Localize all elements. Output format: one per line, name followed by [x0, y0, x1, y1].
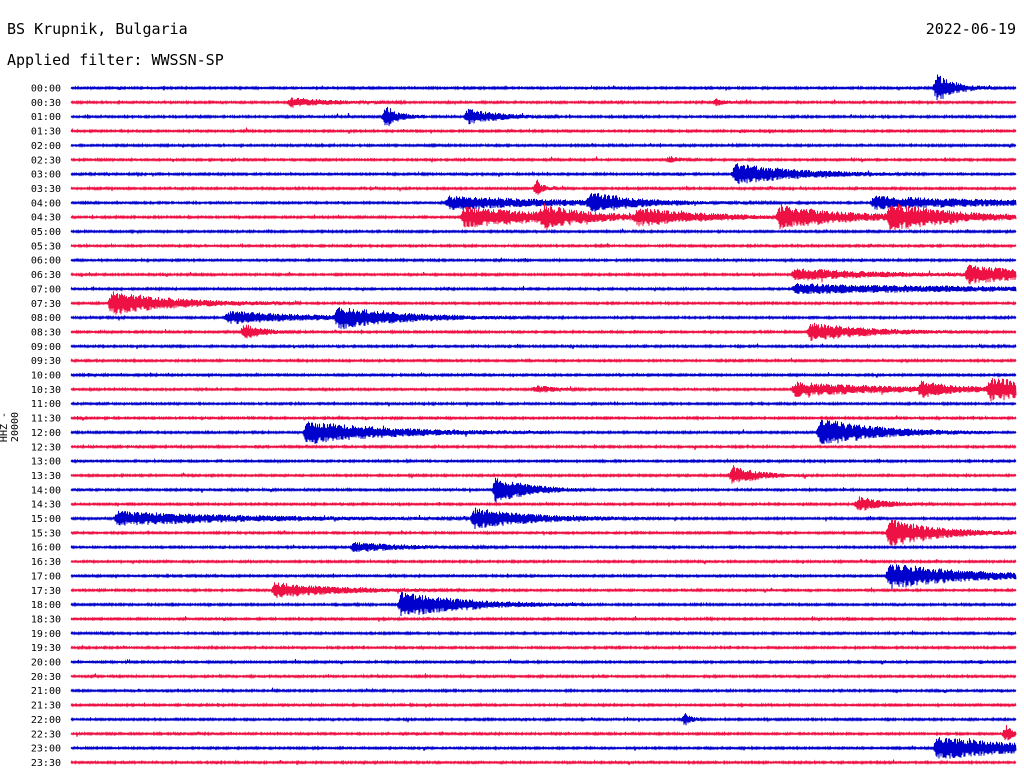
time-label: 00:00 — [31, 84, 61, 95]
time-label-column: 00:00 00:30 01:00 01:30 02:00 02:30 03:00 03:30… — [31, 84, 61, 769]
time-label: 02:30 — [31, 155, 61, 166]
trace-line — [70, 179, 1017, 195]
time-label: 12:30 — [31, 442, 61, 453]
time-label: 07:00 — [31, 284, 61, 295]
time-label: 22:30 — [31, 729, 61, 740]
time-label: 04:30 — [31, 213, 61, 224]
trace-line — [70, 724, 1017, 741]
time-label: 12:00 — [31, 428, 61, 439]
time-label: 03:30 — [31, 184, 61, 195]
time-label: 08:30 — [31, 327, 61, 338]
station-title: BS Krupnik, Bulgaria — [7, 20, 188, 38]
time-label: 20:00 — [31, 658, 61, 669]
time-label: 15:00 — [31, 514, 61, 525]
time-label: 21:00 — [31, 686, 61, 697]
time-label: 01:30 — [31, 127, 61, 138]
time-label: 14:30 — [31, 500, 61, 511]
time-label: 06:00 — [31, 256, 61, 267]
filter-label: Applied filter: WWSSN-SP — [7, 51, 224, 69]
time-label: 05:00 — [31, 227, 61, 238]
time-label: 07:30 — [31, 299, 61, 310]
time-label: 17:00 — [31, 571, 61, 582]
trace-line — [70, 701, 1017, 709]
time-label: 18:30 — [31, 614, 61, 625]
time-label: 03:00 — [31, 170, 61, 181]
time-label: 18:00 — [31, 600, 61, 611]
time-label: 22:00 — [31, 715, 61, 726]
time-label: 09:00 — [31, 342, 61, 353]
time-label: 10:00 — [31, 371, 61, 382]
time-label: 16:00 — [31, 543, 61, 554]
trace-line — [70, 465, 1017, 484]
time-label: 08:00 — [31, 313, 61, 324]
record-date: 2022-06-19 — [925, 20, 1016, 38]
time-label: 17:30 — [31, 586, 61, 597]
time-label: 09:30 — [31, 356, 61, 367]
time-label: 01:00 — [31, 112, 61, 123]
time-label: 16:30 — [31, 557, 61, 568]
time-label: 11:00 — [31, 399, 61, 410]
time-label: 14:00 — [31, 485, 61, 496]
time-label: 23:30 — [31, 758, 61, 769]
time-label: 04:00 — [31, 198, 61, 209]
time-label: 21:30 — [31, 701, 61, 712]
seismic-traces — [70, 74, 1017, 766]
trace-line — [70, 156, 1017, 163]
time-label: 13:00 — [31, 457, 61, 468]
trace-line — [70, 673, 1017, 680]
time-label: 00:30 — [31, 98, 61, 109]
time-label: 19:30 — [31, 643, 61, 654]
time-label: 19:00 — [31, 629, 61, 640]
time-label: 23:00 — [31, 744, 61, 755]
time-label: 05:30 — [31, 241, 61, 252]
time-label: 11:30 — [31, 414, 61, 425]
time-label: 10:30 — [31, 385, 61, 396]
time-label: 02:00 — [31, 141, 61, 152]
time-label: 20:30 — [31, 672, 61, 683]
time-label: 06:30 — [31, 270, 61, 281]
time-label: 15:30 — [31, 528, 61, 539]
time-label: 13:30 — [31, 471, 61, 482]
